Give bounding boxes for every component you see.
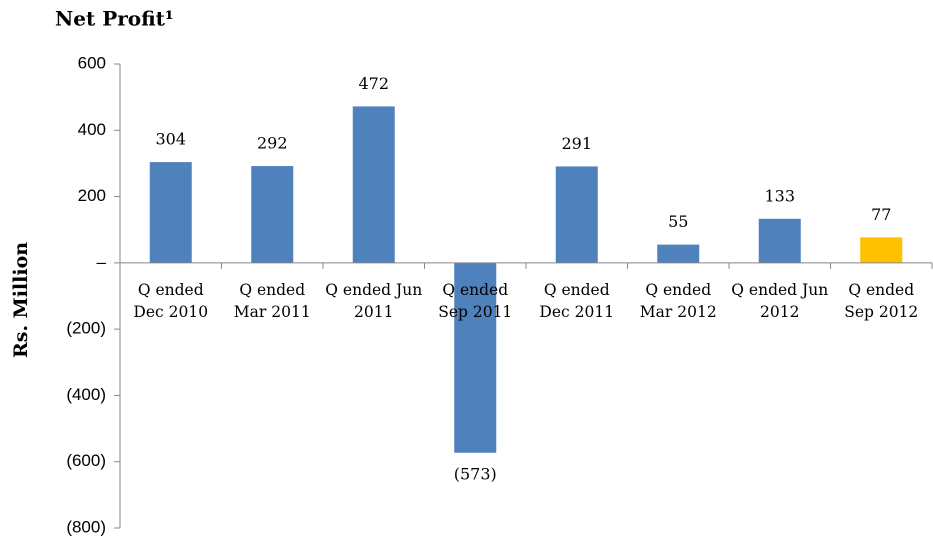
value-label: 304 <box>155 130 186 149</box>
y-tick-label: 200 <box>78 186 106 205</box>
value-label: (573) <box>454 464 497 483</box>
bar <box>149 162 192 263</box>
x-tick-label: Q ended Sep 2011 <box>438 280 513 321</box>
y-tick-label: (200) <box>66 319 106 338</box>
x-tick-label: Q ended Mar 2012 <box>639 280 717 321</box>
bar <box>657 244 700 263</box>
x-tick-label: Q ended Dec 2010 <box>133 280 209 321</box>
y-tick-label: 600 <box>78 53 106 72</box>
y-tick-label: – <box>97 252 107 271</box>
y-tick-label: (800) <box>66 517 106 536</box>
value-label: 472 <box>358 74 389 93</box>
y-tick-label: (600) <box>66 451 106 470</box>
y-tick-label: (400) <box>66 385 106 404</box>
value-label: 133 <box>764 186 795 205</box>
x-tick-label: Q ended Jun 2011 <box>325 280 423 321</box>
value-label: 55 <box>668 212 688 231</box>
y-axis-label: Rs. Million <box>10 242 32 358</box>
x-tick-label: Q ended Dec 2011 <box>539 280 615 321</box>
value-label: 291 <box>561 134 592 153</box>
chart-title: Net Profit¹ <box>55 7 174 31</box>
x-tick-label: Q ended Jun 2012 <box>731 280 829 321</box>
value-label: 292 <box>257 134 288 153</box>
y-tick-label: 400 <box>78 120 106 139</box>
x-tick-label: Q ended Mar 2011 <box>233 280 311 321</box>
bar <box>758 218 801 263</box>
bar <box>555 166 598 263</box>
bar <box>352 106 395 263</box>
bar <box>860 237 903 263</box>
value-label: 77 <box>871 205 891 224</box>
x-tick-label: Q ended Sep 2012 <box>844 280 919 321</box>
bar <box>251 166 294 263</box>
bar <box>454 262 497 453</box>
